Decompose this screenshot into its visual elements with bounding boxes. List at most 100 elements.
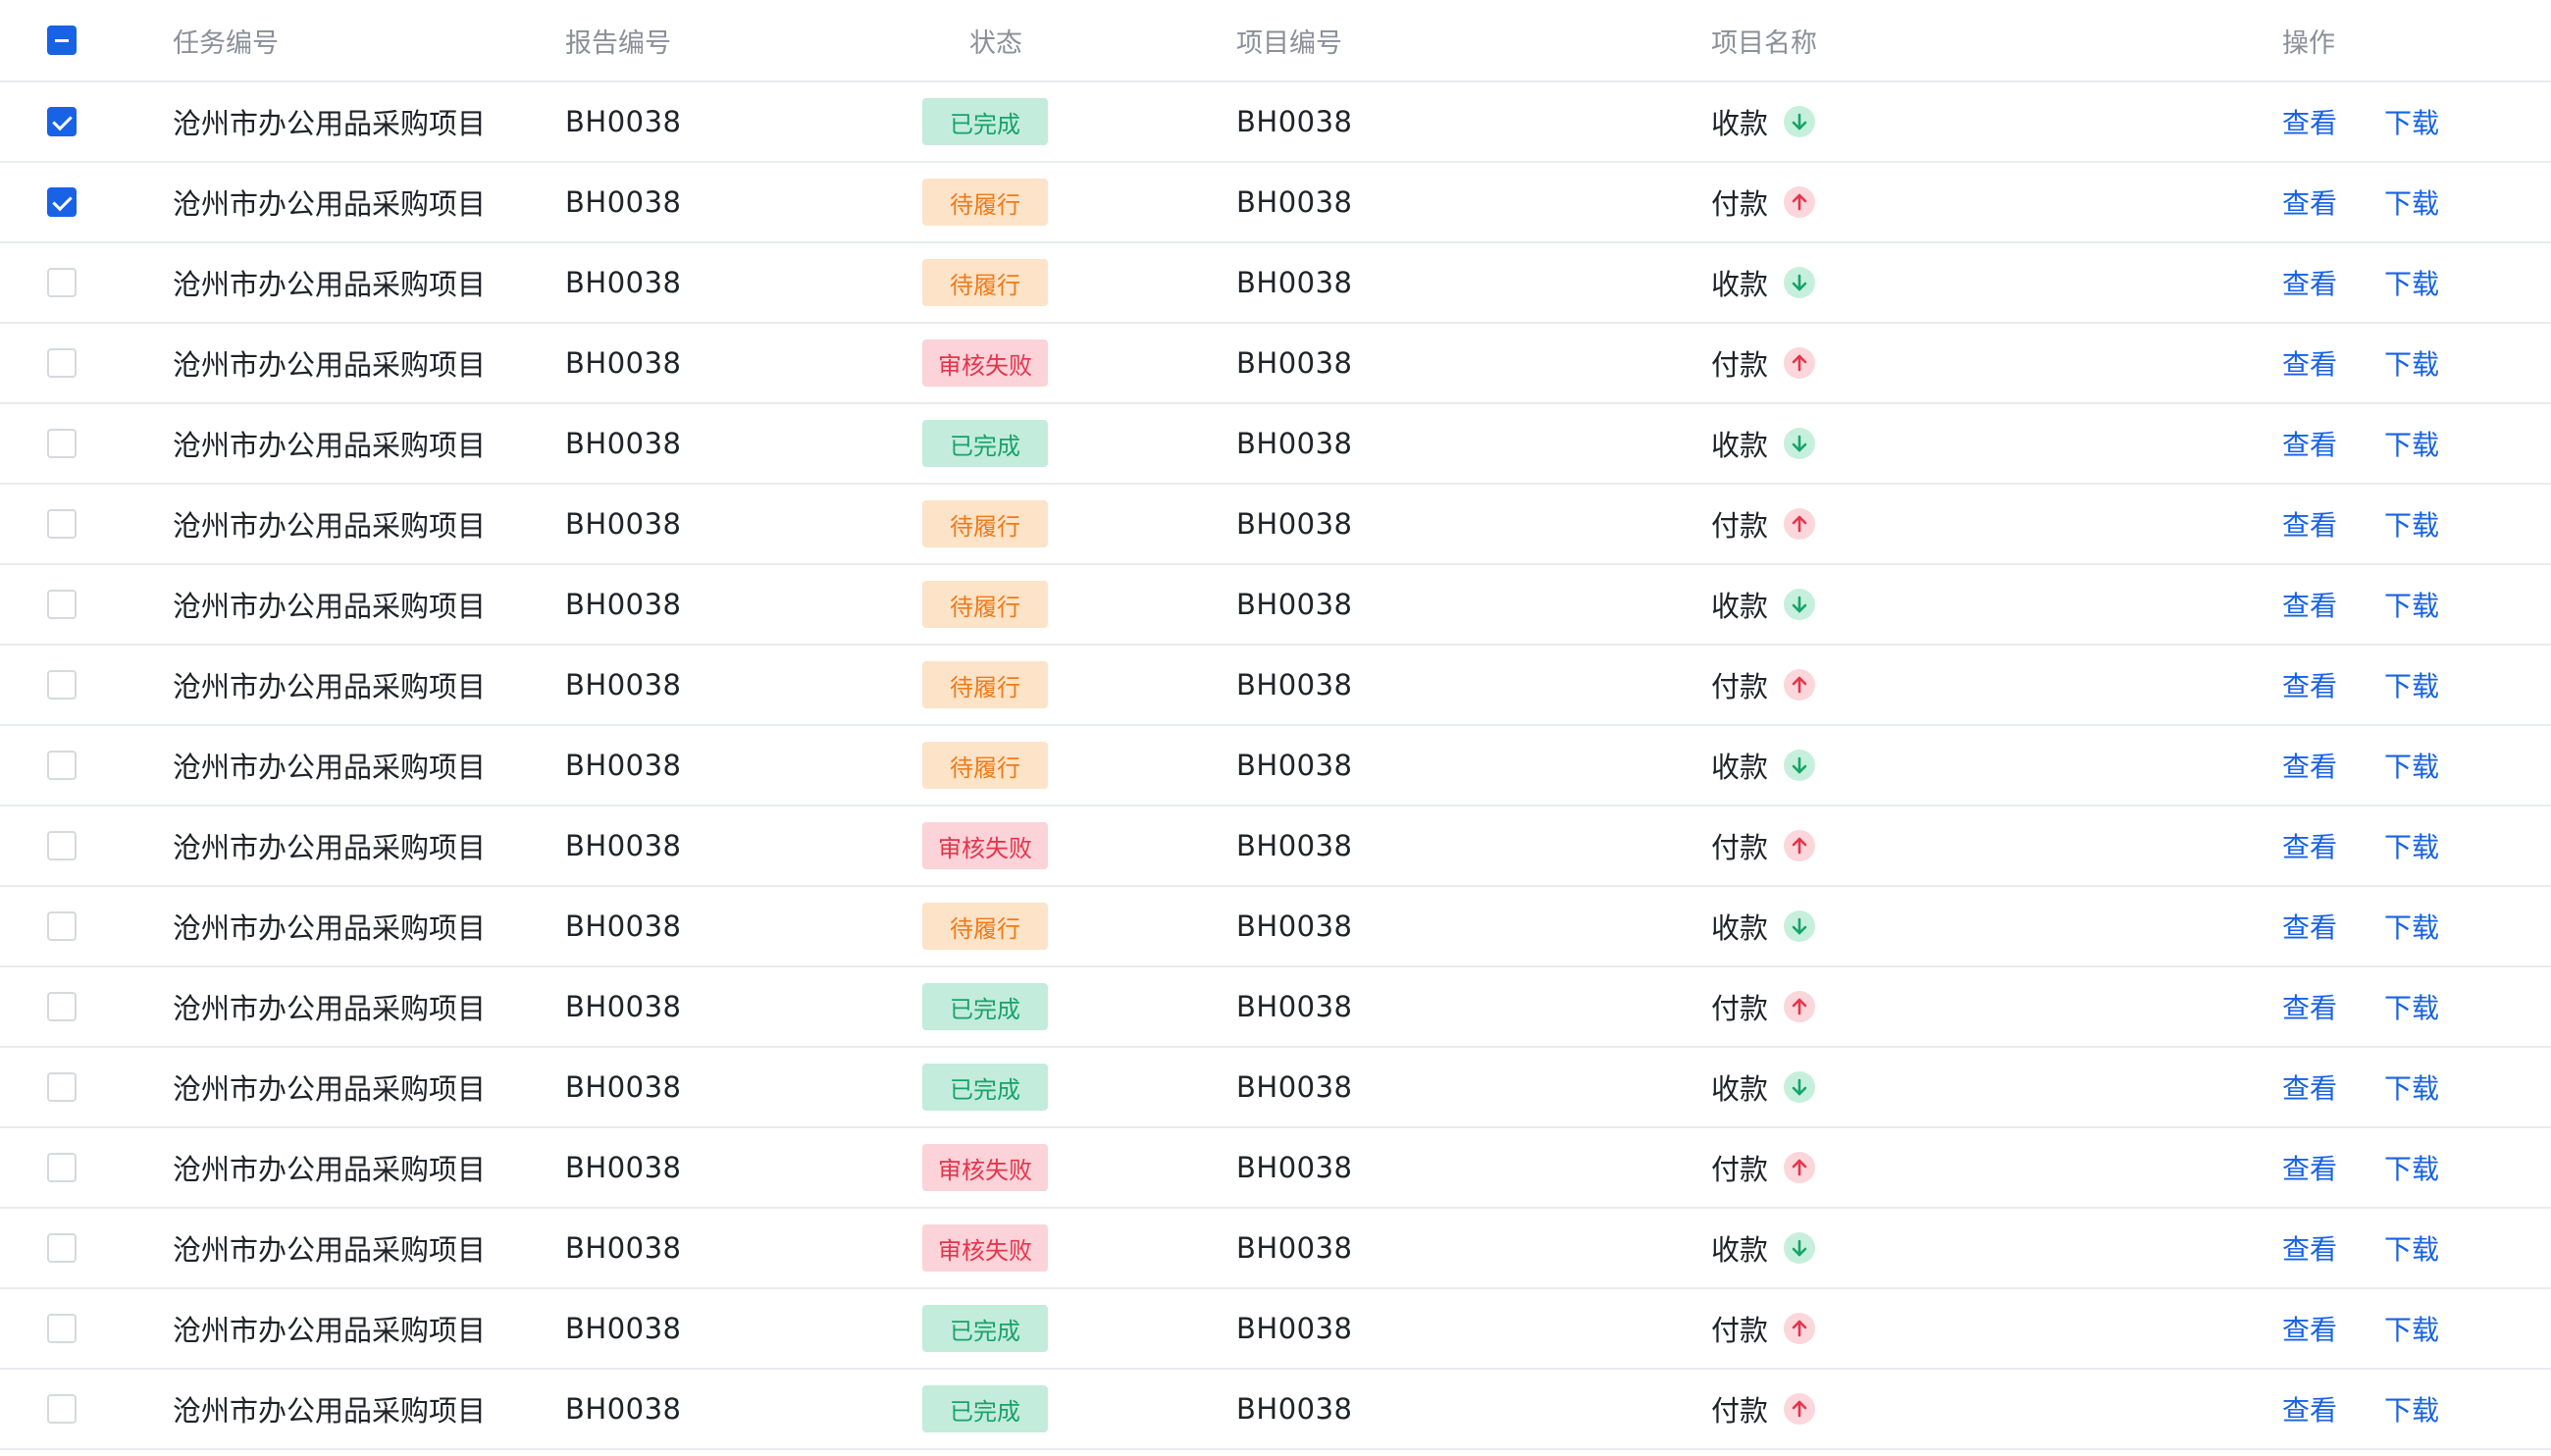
project-no-cell: BH0038 [1236,427,1353,460]
row-checkbox[interactable] [47,429,77,458]
row-checkbox[interactable] [47,1153,77,1182]
header-project-no[interactable]: 项目编号 [1236,27,1342,59]
row-checkbox[interactable] [47,992,77,1021]
select-all-checkbox[interactable] [47,26,77,55]
project-name-text: 付款 [1711,992,1769,1025]
actions-cell: 查看 下载 [2282,1128,2439,1207]
row-checkbox[interactable] [47,509,77,539]
arrow-glyph [1792,1320,1807,1337]
download-link[interactable]: 下载 [2384,1072,2440,1105]
table-row-7[interactable]: 沧州市办公用品采购项目 BH0038 待履行 BH0038 收款 查看 下载 [0,565,2551,646]
download-link[interactable]: 下载 [2384,187,2440,220]
view-link[interactable]: 查看 [2282,992,2338,1024]
download-link[interactable]: 下载 [2384,348,2440,381]
project-no-cell: BH0038 [1236,1070,1353,1104]
report-no-cell: BH0038 [565,1231,682,1265]
download-link[interactable]: 下载 [2384,670,2440,702]
table-row-6[interactable]: 沧州市办公用品采购项目 BH0038 待履行 BH0038 付款 查看 下载 [0,485,2551,565]
table-row-3[interactable]: 沧州市办公用品采购项目 BH0038 待履行 BH0038 收款 查看 下载 [0,243,2551,324]
view-link[interactable]: 查看 [2282,187,2338,220]
arrow-glyph [1792,917,1807,935]
project-name-cell: 付款 [1711,324,1816,402]
table-row-17[interactable]: 沧州市办公用品采购项目 BH0038 已完成 BH0038 付款 查看 下载 [0,1370,2551,1450]
arrow-down-icon [1784,1232,1816,1264]
row-checkbox[interactable] [47,187,77,217]
project-name-cell: 收款 [1711,404,1816,483]
download-link[interactable]: 下载 [2384,107,2440,139]
row-checkbox[interactable] [47,831,77,860]
status-cell: 待履行 [922,726,1048,805]
row-checkbox[interactable] [47,1394,77,1424]
row-checkbox[interactable] [47,1314,77,1343]
table-row-4[interactable]: 沧州市办公用品采购项目 BH0038 审核失败 BH0038 付款 查看 下载 [0,324,2551,404]
header-task-no[interactable]: 任务编号 [173,27,279,59]
download-link[interactable]: 下载 [2384,992,2440,1024]
view-link[interactable]: 查看 [2282,1314,2338,1346]
table-row-13[interactable]: 沧州市办公用品采购项目 BH0038 已完成 BH0038 收款 查看 下载 [0,1048,2551,1128]
table-row-16[interactable]: 沧州市办公用品采购项目 BH0038 已完成 BH0038 付款 查看 下载 [0,1289,2551,1370]
table-row-11[interactable]: 沧州市办公用品采购项目 BH0038 待履行 BH0038 收款 查看 下载 [0,887,2551,967]
row-checkbox[interactable] [47,751,77,780]
report-no-cell: BH0038 [565,427,682,460]
download-link[interactable]: 下载 [2384,831,2440,863]
row-checkbox[interactable] [47,107,77,136]
view-link[interactable]: 查看 [2282,590,2338,622]
table-row-12[interactable]: 沧州市办公用品采购项目 BH0038 已完成 BH0038 付款 查看 下载 [0,967,2551,1048]
view-link[interactable]: 查看 [2282,1233,2338,1266]
view-link[interactable]: 查看 [2282,831,2338,863]
project-name-cell: 付款 [1711,967,1816,1046]
row-checkbox[interactable] [47,1072,77,1102]
download-link[interactable]: 下载 [2384,429,2440,461]
table-row-9[interactable]: 沧州市办公用品采购项目 BH0038 待履行 BH0038 收款 查看 下载 [0,726,2551,806]
view-link[interactable]: 查看 [2282,1072,2338,1105]
view-link[interactable]: 查看 [2282,348,2338,381]
view-link[interactable]: 查看 [2282,107,2338,139]
select-all-cell [47,0,78,80]
download-link[interactable]: 下载 [2384,590,2440,622]
view-link[interactable]: 查看 [2282,509,2338,542]
header-report-no[interactable]: 报告编号 [565,27,671,59]
task-no-cell: 沧州市办公用品采购项目 [173,831,487,864]
table-row-1[interactable]: 沧州市办公用品采购项目 BH0038 已完成 BH0038 收款 查看 下载 [0,82,2551,163]
download-link[interactable]: 下载 [2384,751,2440,783]
table-row-8[interactable]: 沧州市办公用品采购项目 BH0038 待履行 BH0038 付款 查看 下载 [0,646,2551,726]
header-project-name[interactable]: 项目名称 [1711,27,1817,59]
download-link[interactable]: 下载 [2384,1394,2440,1427]
table-row-14[interactable]: 沧州市办公用品采购项目 BH0038 审核失败 BH0038 付款 查看 下载 [0,1128,2551,1209]
row-checkbox[interactable] [47,670,77,700]
project-name-cell: 付款 [1711,485,1816,563]
download-link[interactable]: 下载 [2384,268,2440,300]
project-name-text: 付款 [1711,509,1769,543]
download-link[interactable]: 下载 [2384,911,2440,944]
status-badge: 待履行 [922,742,1048,789]
header-status[interactable]: 状态 [969,27,1022,59]
row-checkbox[interactable] [47,590,77,619]
table-row-15[interactable]: 沧州市办公用品采购项目 BH0038 审核失败 BH0038 收款 查看 下载 [0,1209,2551,1289]
report-no-cell: BH0038 [565,1151,682,1184]
view-link[interactable]: 查看 [2282,911,2338,944]
report-no-cell: BH0038 [565,829,682,862]
project-name-text: 收款 [1711,590,1769,623]
status-cell: 待履行 [922,163,1048,241]
view-link[interactable]: 查看 [2282,1394,2338,1427]
row-checkbox[interactable] [47,1233,77,1263]
table-row-2[interactable]: 沧州市办公用品采购项目 BH0038 待履行 BH0038 付款 查看 下载 [0,163,2551,243]
status-badge: 已完成 [922,1385,1048,1432]
view-link[interactable]: 查看 [2282,429,2338,461]
download-link[interactable]: 下载 [2384,509,2440,542]
arrow-down-icon [1784,750,1816,781]
project-name-cell: 付款 [1711,163,1816,241]
view-link[interactable]: 查看 [2282,268,2338,300]
download-link[interactable]: 下载 [2384,1153,2440,1185]
table-row-5[interactable]: 沧州市办公用品采购项目 BH0038 已完成 BH0038 收款 查看 下载 [0,404,2551,485]
download-link[interactable]: 下载 [2384,1233,2440,1266]
table-row-10[interactable]: 沧州市办公用品采购项目 BH0038 审核失败 BH0038 付款 查看 下载 [0,806,2551,887]
view-link[interactable]: 查看 [2282,670,2338,702]
row-checkbox[interactable] [47,348,77,378]
row-checkbox[interactable] [47,268,77,297]
view-link[interactable]: 查看 [2282,751,2338,783]
row-checkbox[interactable] [47,911,77,941]
view-link[interactable]: 查看 [2282,1153,2338,1185]
project-no-cell: BH0038 [1236,346,1353,380]
download-link[interactable]: 下载 [2384,1314,2440,1346]
